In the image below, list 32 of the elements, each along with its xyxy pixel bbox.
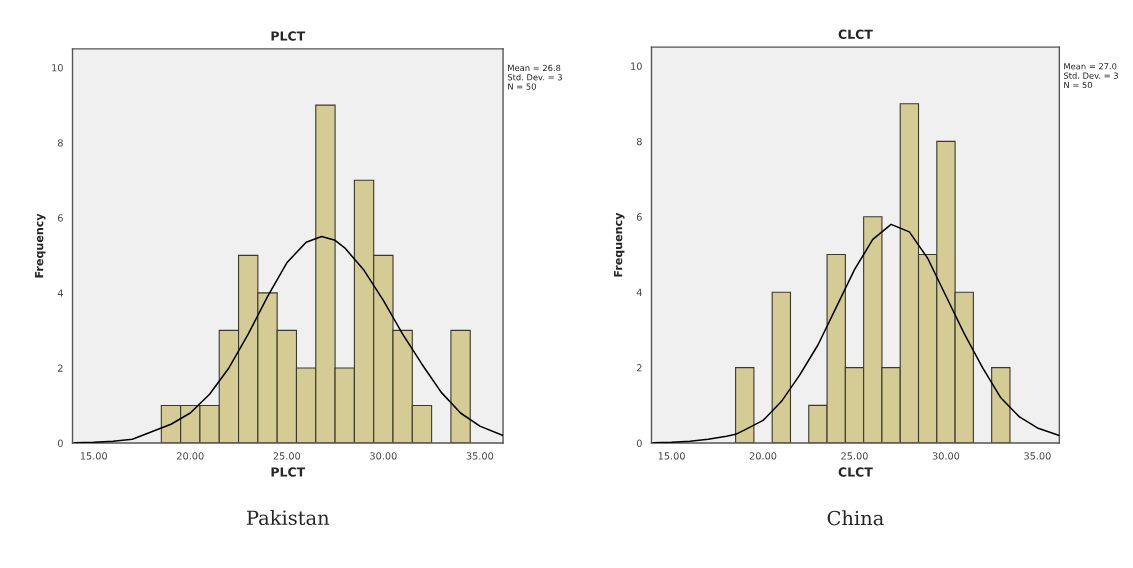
- text: Mean = 26.8 Std. Dev. = 3 N = 50: [507, 64, 562, 90]
- x-tick-label: 30.00: [370, 452, 397, 460]
- y-axis-title: Frequency: [614, 212, 625, 277]
- y-tick-label: 0: [57, 439, 63, 447]
- y-tick-label: 4: [57, 289, 63, 297]
- chart-title: CLCT: [838, 29, 873, 39]
- y-tick-label: 4: [636, 288, 642, 296]
- y-tick-label: 10: [631, 62, 642, 70]
- text: Pakistan: [247, 510, 330, 526]
- y-tick-label: 2: [636, 364, 642, 372]
- y-tick-label: 6: [636, 213, 642, 221]
- y-tick-label: 6: [57, 214, 63, 222]
- x-axis-title: CLCT: [838, 467, 873, 477]
- y-tick-label: 2: [58, 364, 63, 372]
- x-axis-title: PLCT: [271, 467, 306, 477]
- x-tick-label: 35.00: [466, 452, 494, 460]
- y-tick-label: 8: [57, 139, 63, 147]
- y-tick-label: 8: [636, 137, 642, 146]
- x-tick-label: 25.00: [273, 452, 301, 460]
- x-tick-label: 20.00: [177, 452, 204, 460]
- x-tick-label: 15.00: [80, 452, 108, 460]
- x-tick-label: 20.00: [749, 452, 777, 460]
- y-axis-title: Frequency: [35, 213, 46, 278]
- text: Mean = 27.0 Std. Dev. = 3 N = 50: [1063, 63, 1118, 89]
- x-tick-label: 15.00: [658, 452, 685, 460]
- x-tick-label: 25.00: [841, 452, 868, 460]
- x-tick-label: 30.00: [932, 452, 960, 460]
- chart-title: PLCT: [271, 31, 306, 41]
- y-tick-label: 10: [52, 64, 63, 72]
- x-tick-label: 35.00: [1024, 452, 1051, 460]
- y-tick-label: 0: [636, 439, 642, 447]
- text: China: [827, 510, 884, 526]
